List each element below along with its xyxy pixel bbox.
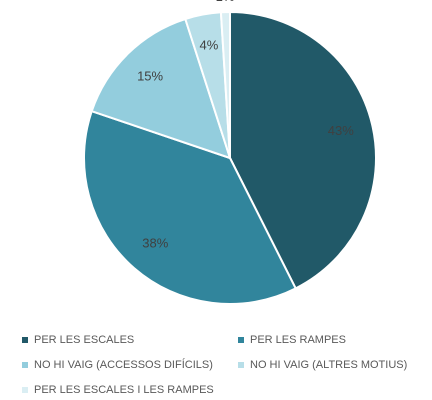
data-label: 4%	[199, 38, 218, 53]
legend-swatch	[22, 337, 28, 343]
data-label: 1%	[216, 0, 235, 4]
pie-slice	[90, 17, 232, 160]
pie-slice	[83, 109, 298, 305]
pie-slice	[219, 10, 231, 159]
legend-label: NO HI VAIG (ACCESSOS DIFÍCILS)	[34, 358, 213, 371]
legend-swatch	[238, 337, 244, 343]
data-label: 43%	[328, 123, 354, 138]
data-label: 15%	[137, 68, 163, 83]
legend-label: NO HI VAIG (ALTRES MOTIUS)	[250, 359, 407, 371]
legend-swatch	[238, 362, 244, 368]
legend-label: PER LES RAMPES	[250, 334, 346, 346]
legend-swatch	[22, 362, 28, 368]
legend-label: PER LES ESCALES	[34, 334, 134, 346]
legend-label: PER LES ESCALES I LES RAMPES	[34, 384, 214, 396]
pie-slice	[229, 10, 377, 290]
data-label: 38%	[142, 235, 168, 250]
legend-swatch	[22, 387, 28, 393]
